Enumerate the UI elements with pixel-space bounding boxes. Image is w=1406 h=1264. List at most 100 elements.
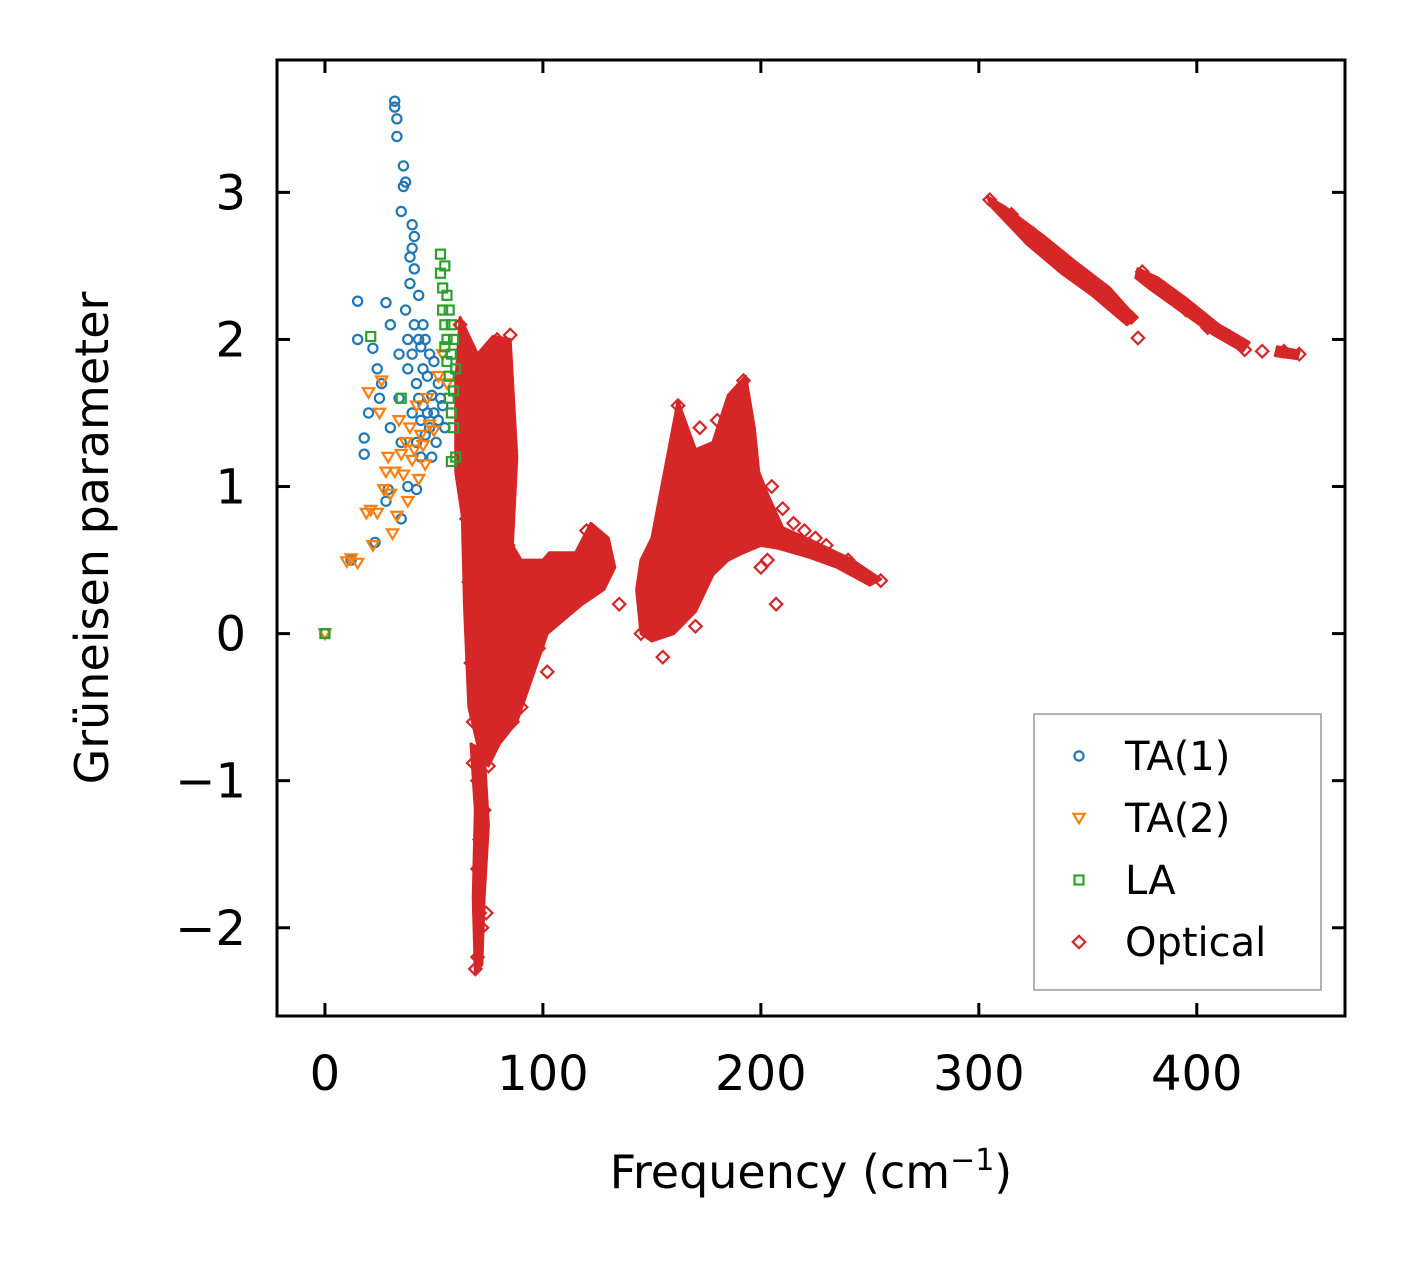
series-ta-2 [317,348,455,642]
data-point [351,333,364,346]
data-point [406,407,418,419]
optical-band-1 [454,315,617,768]
data-point [443,304,455,316]
data-point [698,464,715,480]
data-point [450,363,462,375]
data-point [395,205,407,218]
data-point [480,758,497,774]
legend-marker [1073,750,1085,762]
data-point [445,455,457,468]
data-point [665,478,682,495]
data-point [375,377,388,390]
data-point [705,500,721,517]
data-point [406,219,418,231]
legend-entry: Optical [1071,920,1266,966]
data-point [382,488,398,502]
data-point [415,440,431,453]
data-point [1199,319,1216,336]
legend-marker [1071,812,1087,826]
data-point [1254,343,1270,359]
data-point [388,95,401,107]
data-point [461,574,477,590]
data-point [404,251,416,263]
y-tick-label: 3 [215,165,246,221]
data-point [421,407,434,419]
data-point [589,530,606,546]
data-point [380,451,396,465]
data-point [535,559,551,576]
legend-label: Optical [1125,920,1266,966]
data-point [419,333,431,346]
data-point [655,649,671,665]
data-point [785,515,802,532]
data-point [469,772,486,789]
data-point [713,552,730,568]
data-point [430,370,446,384]
data-point [508,581,525,598]
data-point [417,319,429,331]
data-point [439,319,451,331]
data-point [351,295,364,307]
data-point [1003,206,1020,223]
data-point [465,714,481,730]
data-point [439,378,455,392]
data-point [474,743,490,760]
data-point [489,331,505,348]
data-point [748,508,765,524]
optical-band-4 [986,195,1138,327]
legend-entry: TA(2) [1071,796,1230,842]
data-point [764,478,780,495]
data-point [556,596,573,612]
data-point [441,289,453,301]
data-point [600,559,617,576]
data-point [447,333,460,346]
data-point [443,370,455,382]
data-point [389,510,405,524]
data-point [319,627,331,640]
data-point [796,522,813,539]
data-point [412,333,425,346]
data-point [517,625,534,642]
legend: TA(1) TA(2) LA Optical [1033,713,1322,991]
data-point [742,441,758,458]
data-point [412,289,425,302]
data-point [524,567,540,583]
data-point [371,363,383,375]
data-point [465,755,481,771]
data-point [807,530,824,546]
y-tick-label: −2 [175,901,246,957]
data-point [478,684,494,701]
data-point [692,419,708,436]
legend-marker [1071,934,1087,950]
data-point [1130,330,1146,346]
data-point [471,905,488,921]
data-point [365,330,377,343]
data-point [735,372,752,389]
data-point [362,407,375,419]
data-point [681,567,697,583]
data-point [439,260,451,272]
data-point [437,304,449,316]
data-point [374,375,390,389]
data-point [1069,262,1085,279]
data-point [633,625,649,642]
data-point [726,530,743,546]
data-point [361,387,377,400]
x-axis-title: Frequency (cm−1) [610,1143,1013,1199]
data-point [445,407,457,419]
data-point [406,348,418,360]
data-point [367,342,379,354]
data-point [391,113,403,125]
data-point [435,348,451,362]
data-point [456,405,473,421]
data-point [504,714,521,730]
x-axis-title-main: Frequency (cm [610,1145,950,1199]
data-point [530,640,547,657]
data-point [399,304,412,316]
data-point [539,664,556,680]
data-point [1221,328,1238,345]
data-point [417,459,433,472]
data-point [452,316,468,333]
data-point [408,230,421,243]
